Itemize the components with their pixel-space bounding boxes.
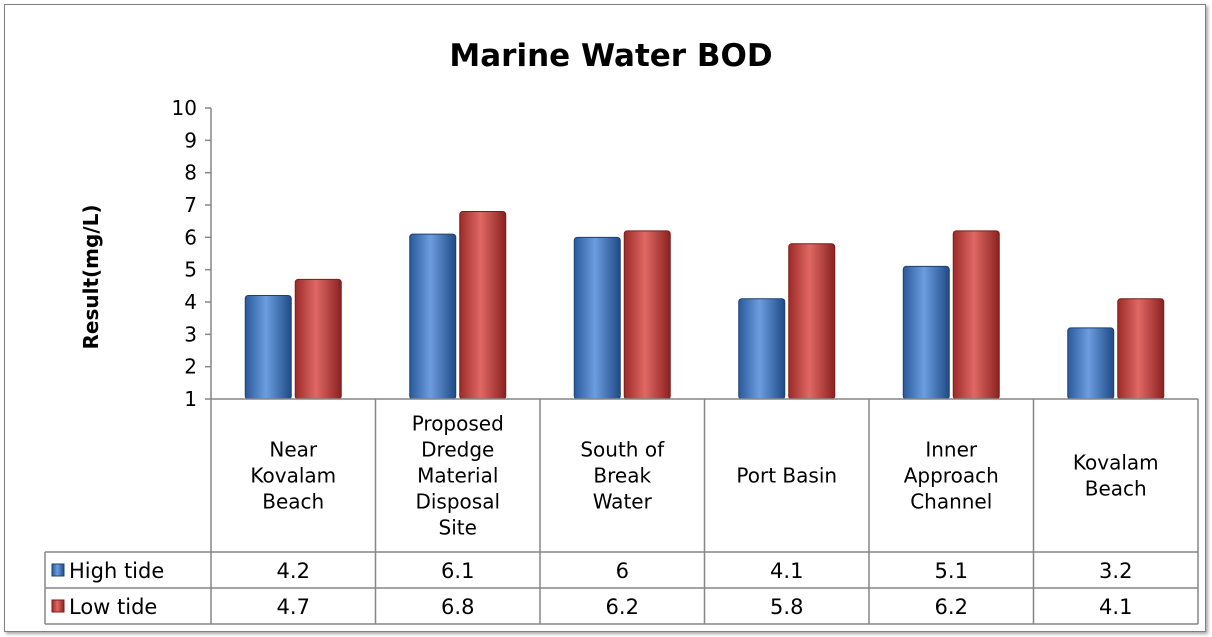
y-tick-label: 5 [184,258,197,282]
bar-low-tide [788,243,836,400]
category-label: South of Break Water [580,438,665,514]
axes: 1 2 3 4 5 6 7 8 9 10 [172,96,212,411]
legend-key-high-tide [51,563,65,577]
y-tick-label: 4 [184,290,197,314]
bar-high-tide [902,265,950,400]
chart-title: Marine Water BOD [449,38,772,74]
data-label: 6.2 [606,595,639,619]
data-label: 6.1 [441,559,474,583]
category-label: Port Basin [736,464,837,488]
y-tick-label: 8 [184,161,197,185]
category-label: Kovalam Beach [1073,451,1159,501]
data-label: 6.8 [441,595,474,619]
data-label: 6.2 [935,595,968,619]
data-table: Near Kovalam Beach Proposed Dredge Material Di… [44,398,1199,625]
bar-high-tide [244,295,292,400]
category-label: Inner Approach Channel [904,438,999,514]
data-label: 4.1 [1099,595,1132,619]
category-label: Proposed Dredge Material Disposal Site [412,412,504,540]
bar-low-tide [1117,298,1165,400]
bar-chart: Marine Water BOD Result(mg/L) 1234567891… [44,38,1199,625]
y-tick-label: 6 [184,225,197,249]
bar-high-tide [573,236,621,400]
data-label: 3.2 [1099,559,1132,583]
y-axis-label: Result(mg/L) [79,204,103,349]
bar-low-tide [294,278,342,400]
y-tick-label: 3 [184,322,197,346]
data-label: 5.8 [770,595,803,619]
y-tick-label: 7 [184,193,197,217]
bar-high-tide [738,298,786,400]
bar-low-tide [952,230,1000,400]
bars [244,210,1165,400]
y-tick-label: 10 [172,96,197,120]
data-label: 6 [616,559,629,583]
data-label: 4.2 [277,559,310,583]
bar-low-tide [623,230,671,400]
data-label: 4.1 [770,559,803,583]
category-label: Near Kovalam Beach [250,438,336,514]
y-tick-label: 1 [184,387,197,411]
bar-high-tide [1067,327,1115,400]
legend-label: Low tide [69,595,157,619]
legend-label: High tide [69,559,164,583]
y-tick-label: 9 [184,128,197,152]
data-label: 5.1 [935,559,968,583]
data-label: 4.7 [277,595,310,619]
y-tick-label: 2 [184,355,197,379]
bar-low-tide [459,210,507,400]
bar-high-tide [409,233,457,400]
legend-key-low-tide [51,599,65,613]
